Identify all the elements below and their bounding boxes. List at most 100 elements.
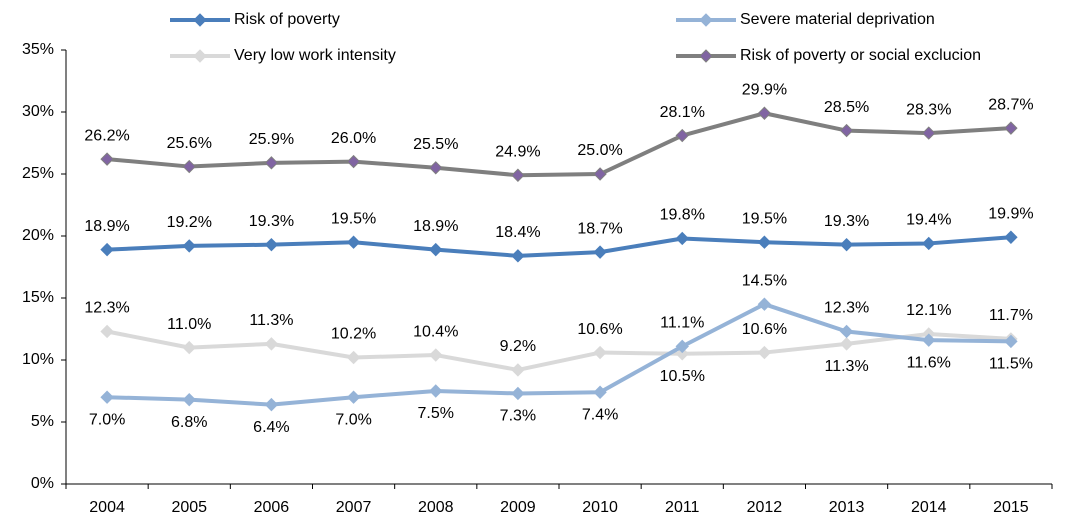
data-label: 9.2% xyxy=(500,338,536,355)
point-marker xyxy=(100,152,114,166)
x-tick-label: 2012 xyxy=(747,499,783,516)
y-tick-label: 5% xyxy=(31,413,54,430)
point-marker xyxy=(1004,230,1018,244)
data-label: 19.2% xyxy=(167,214,212,231)
point-marker xyxy=(839,324,854,339)
point-marker xyxy=(264,237,279,252)
point-marker xyxy=(839,237,854,252)
point-marker xyxy=(757,297,772,311)
data-label: 11.0% xyxy=(167,316,211,333)
series-line xyxy=(107,302,1011,407)
point-marker xyxy=(593,345,607,360)
data-label: 6.4% xyxy=(253,419,289,436)
point-marker xyxy=(511,363,525,377)
point-marker xyxy=(1004,334,1018,349)
legend-marker xyxy=(193,13,207,27)
x-tick-label: 2007 xyxy=(336,499,372,516)
point-marker xyxy=(264,337,279,351)
data-label: 19.8% xyxy=(660,207,705,224)
point-marker xyxy=(839,337,854,351)
data-label: 11.6% xyxy=(907,354,951,371)
legend-label: Risk of poverty xyxy=(234,11,340,28)
y-tick-label: 10% xyxy=(22,351,54,368)
data-label: 28.3% xyxy=(906,101,951,118)
point-marker xyxy=(346,154,361,169)
x-tick-label: 2005 xyxy=(171,499,207,516)
series-line xyxy=(106,235,1012,258)
data-label: 10.6% xyxy=(577,321,622,338)
point-marker xyxy=(1004,121,1018,135)
point-marker xyxy=(675,339,689,354)
data-label: 19.5% xyxy=(742,210,787,227)
point-marker xyxy=(182,340,196,355)
y-tick-label: 30% xyxy=(22,103,54,120)
data-label: 29.9% xyxy=(742,81,787,98)
point-marker xyxy=(593,245,607,259)
data-label: 11.3% xyxy=(249,312,293,329)
data-label: 19.3% xyxy=(824,213,869,230)
point-marker xyxy=(429,242,443,257)
data-label: 12.3% xyxy=(824,300,869,317)
point-marker xyxy=(429,161,443,175)
point-marker xyxy=(593,167,607,181)
data-label: 18.9% xyxy=(413,218,458,235)
data-label: 7.5% xyxy=(418,405,454,422)
point-marker xyxy=(593,385,607,399)
point-marker xyxy=(182,159,196,174)
data-label: 12.1% xyxy=(906,302,951,319)
data-label: 25.0% xyxy=(577,142,622,159)
point-marker xyxy=(100,242,114,257)
data-label: 24.9% xyxy=(495,143,540,160)
data-label: 7.3% xyxy=(500,408,536,425)
point-marker xyxy=(100,324,114,339)
data-label: 19.5% xyxy=(331,210,376,227)
point-marker xyxy=(675,347,689,361)
point-marker xyxy=(182,392,196,407)
data-label: 7.0% xyxy=(89,411,125,428)
y-tick-label: 35% xyxy=(22,41,54,58)
x-tick-label: 2009 xyxy=(500,499,536,516)
y-tick-label: 20% xyxy=(22,227,54,244)
point-marker xyxy=(511,249,525,263)
series-line xyxy=(106,111,1012,178)
y-tick-label: 0% xyxy=(31,475,54,492)
point-marker xyxy=(346,350,361,365)
data-label: 19.4% xyxy=(906,212,951,229)
data-label: 28.5% xyxy=(824,99,869,116)
series-line xyxy=(106,329,1012,372)
point-marker xyxy=(839,123,854,138)
x-tick-label: 2008 xyxy=(418,499,454,516)
point-marker xyxy=(264,156,279,170)
point-marker xyxy=(922,333,936,347)
data-label: 10.6% xyxy=(742,321,787,338)
point-marker xyxy=(922,126,936,140)
point-marker xyxy=(757,345,772,360)
x-tick-label: 2010 xyxy=(582,499,618,516)
point-marker xyxy=(922,236,936,251)
data-label: 7.4% xyxy=(582,406,618,423)
x-tick-label: 2004 xyxy=(89,499,125,516)
point-marker xyxy=(757,235,772,249)
data-label: 11.1% xyxy=(660,315,704,332)
data-label: 6.8% xyxy=(171,414,207,431)
point-marker xyxy=(675,128,689,143)
x-tick-label: 2015 xyxy=(993,499,1029,516)
data-label: 18.4% xyxy=(495,224,540,241)
point-marker xyxy=(429,348,443,362)
data-label: 12.3% xyxy=(84,300,129,317)
data-label: 7.0% xyxy=(335,411,371,428)
legend-label: Severe material deprivation xyxy=(740,11,935,28)
data-label: 26.2% xyxy=(84,127,129,144)
data-label: 10.2% xyxy=(331,326,376,343)
point-marker xyxy=(675,231,689,246)
x-tick-label: 2011 xyxy=(665,499,700,516)
point-marker xyxy=(182,239,196,253)
data-label: 19.9% xyxy=(988,205,1033,222)
data-label: 25.5% xyxy=(413,136,458,153)
data-label: 28.1% xyxy=(660,104,705,121)
data-label: 11.7% xyxy=(989,307,1033,324)
point-marker xyxy=(100,390,114,404)
data-label: 25.6% xyxy=(167,135,212,152)
data-label: 25.9% xyxy=(249,131,294,148)
data-label: 28.7% xyxy=(988,96,1033,113)
